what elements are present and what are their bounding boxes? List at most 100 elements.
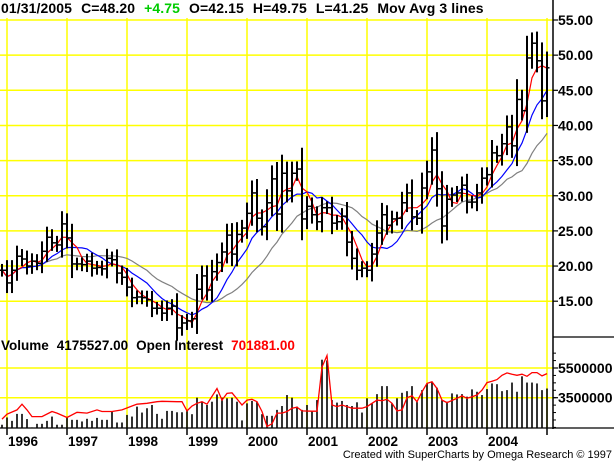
year-label: 1997	[68, 434, 98, 449]
price-bar	[259, 209, 265, 236]
price-bar	[159, 300, 165, 321]
year-label: 2004	[488, 434, 519, 449]
price-bar	[234, 222, 240, 267]
price-bar	[299, 147, 305, 241]
year-label: 1999	[188, 434, 218, 449]
price-axis-label: 40.00	[558, 117, 593, 133]
price-bar	[134, 290, 140, 305]
price-bar	[14, 245, 20, 281]
price-bar	[174, 293, 180, 341]
price-bar	[89, 252, 95, 277]
price-bar	[449, 187, 455, 207]
open-interest-line	[1, 352, 548, 428]
price-bar	[534, 31, 540, 73]
price-bar	[359, 261, 365, 278]
price-bar	[394, 211, 400, 226]
price-bar	[464, 173, 470, 214]
price-bar	[99, 260, 105, 276]
header-low: L=41.25	[315, 0, 369, 16]
price-bar	[524, 35, 530, 133]
header-close: C=48.20	[81, 0, 136, 16]
price-bar	[209, 259, 215, 302]
price-bar	[154, 301, 160, 315]
moving-average-fast	[1, 65, 548, 324]
year-label: 2002	[368, 434, 398, 449]
price-bar	[469, 195, 475, 209]
price-bar	[109, 251, 115, 267]
year-label: 2001	[308, 434, 339, 449]
price-bar	[354, 248, 360, 281]
price-bar	[49, 229, 55, 251]
price-bar	[274, 162, 280, 231]
price-bar	[424, 160, 430, 200]
price-bar	[459, 176, 465, 202]
price-bar	[144, 290, 150, 307]
price-bar	[519, 89, 525, 121]
price-bar	[289, 161, 295, 203]
price-bar	[269, 165, 275, 217]
price-bar	[129, 277, 135, 308]
price-bar	[444, 184, 450, 241]
price-bar	[339, 208, 345, 230]
year-label: 1996	[8, 434, 39, 449]
price-bar	[399, 191, 405, 230]
price-axis-label: 30.00	[558, 188, 593, 204]
price-bar	[229, 223, 235, 267]
price-axis-label: 50.00	[558, 47, 593, 63]
volume-value: 4175527.00	[56, 338, 129, 353]
footer-credit: Created with SuperCharts by Omega Resear…	[342, 449, 612, 461]
price-bar	[454, 185, 460, 203]
price-axis-label: 25.00	[558, 223, 593, 239]
price-bar	[54, 235, 60, 252]
price-bar	[324, 201, 330, 215]
price-bar	[479, 167, 485, 204]
price-bar	[539, 42, 545, 120]
price-bar	[164, 300, 170, 321]
price-bar	[94, 260, 100, 275]
price-axis-label: 15.00	[558, 293, 593, 309]
price-bar	[489, 140, 495, 188]
price-bar	[194, 274, 200, 334]
price-bar	[214, 253, 220, 281]
price-bar	[364, 261, 370, 278]
price-bar	[384, 205, 390, 235]
price-bar	[284, 161, 290, 203]
price-bar	[34, 254, 40, 271]
price-bar	[254, 179, 260, 233]
price-bar	[199, 265, 205, 300]
price-bar	[294, 161, 300, 181]
price-bar	[184, 313, 190, 330]
price-bar	[389, 210, 395, 234]
volume-label: Volume	[1, 338, 49, 353]
price-bar	[514, 79, 520, 167]
price-bar	[44, 226, 50, 262]
price-bar	[329, 196, 335, 235]
price-bar	[219, 242, 225, 273]
price-bar	[179, 315, 185, 336]
moving-average-mid	[1, 90, 548, 316]
price-bar	[84, 253, 90, 273]
price-bar	[149, 290, 155, 318]
price-bar	[494, 145, 500, 163]
price-bar	[529, 32, 535, 69]
header-change: +4.75	[144, 0, 181, 16]
price-bar	[114, 249, 120, 284]
header-date: 01/31/2005	[1, 0, 73, 16]
price-bar	[374, 220, 380, 267]
year-label: 1998	[128, 434, 159, 449]
price-bar	[74, 257, 80, 271]
price-bar	[0, 263, 5, 277]
price-axis-label: 20.00	[558, 258, 593, 274]
price-bar	[484, 167, 490, 186]
price-bar	[189, 311, 195, 328]
price-bar	[19, 249, 25, 267]
price-bar	[509, 114, 515, 158]
price-bar	[369, 242, 375, 282]
price-bar	[499, 133, 505, 166]
price-bars	[0, 31, 550, 341]
year-label: 2000	[248, 434, 278, 449]
price-bar	[504, 115, 510, 156]
price-axis-label: 55.00	[558, 12, 593, 28]
price-bar	[59, 211, 65, 258]
